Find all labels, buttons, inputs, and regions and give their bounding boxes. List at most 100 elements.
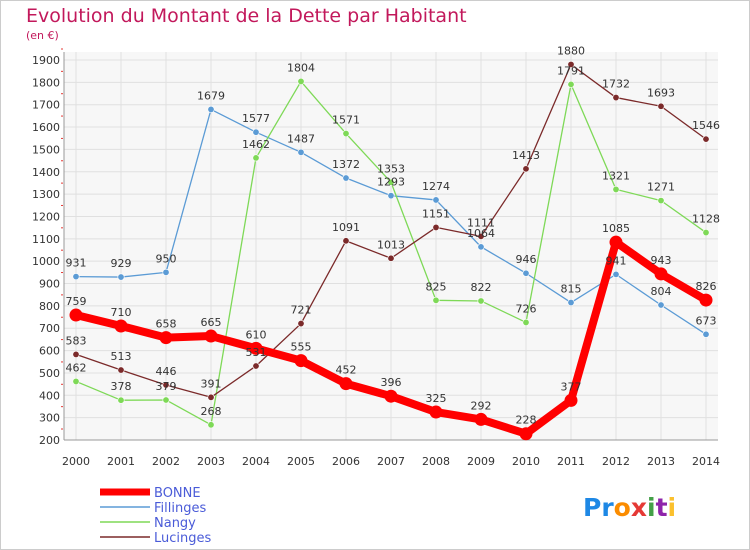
y-tick-label: 600 bbox=[39, 345, 60, 358]
data-label-nangy: 825 bbox=[426, 280, 447, 293]
data-point-lucinges bbox=[702, 135, 710, 143]
data-point-fillinges bbox=[117, 273, 125, 281]
data-point-nangy bbox=[72, 377, 80, 385]
data-label-bonne: 325 bbox=[426, 392, 447, 405]
data-label-lucinges: 1413 bbox=[512, 149, 540, 162]
data-label-nangy: 1791 bbox=[557, 64, 585, 77]
data-label-fillinges: 1274 bbox=[422, 180, 450, 193]
data-label-bonne: 292 bbox=[471, 399, 492, 412]
legend-label-bonne: BONNE bbox=[154, 486, 201, 501]
y-tick-label: 1800 bbox=[32, 76, 60, 89]
data-label-nangy: 379 bbox=[156, 380, 177, 393]
data-label-bonne: 377 bbox=[561, 380, 582, 393]
data-label-lucinges: 1111 bbox=[467, 216, 495, 229]
chart-title: Evolution du Montant de la Dette par Hab… bbox=[26, 5, 467, 27]
legend-label-nangy: Nangy bbox=[154, 516, 196, 531]
data-point-fillinges bbox=[297, 148, 305, 156]
y-tick-label: 1700 bbox=[32, 99, 60, 112]
y-tick-label: 900 bbox=[39, 278, 60, 291]
data-point-lucinges bbox=[432, 223, 440, 231]
data-point-fillinges bbox=[432, 196, 440, 204]
data-label-fillinges: 815 bbox=[561, 283, 582, 296]
data-label-bonne: 610 bbox=[246, 328, 267, 341]
data-point-fillinges bbox=[342, 174, 350, 182]
y-tick-label: 1300 bbox=[32, 188, 60, 201]
data-point-bonne bbox=[249, 341, 263, 355]
data-label-fillinges: 1372 bbox=[332, 158, 360, 171]
data-label-nangy: 1271 bbox=[647, 181, 675, 194]
data-label-fillinges: 673 bbox=[696, 314, 717, 327]
data-label-fillinges: 946 bbox=[516, 253, 537, 266]
data-point-fillinges bbox=[612, 270, 620, 278]
x-tick-label: 2013 bbox=[647, 455, 675, 468]
data-label-nangy: 378 bbox=[111, 380, 132, 393]
x-tick-label: 2004 bbox=[242, 455, 270, 468]
data-point-fillinges bbox=[657, 301, 665, 309]
data-label-nangy: 462 bbox=[66, 361, 87, 374]
data-point-nangy bbox=[612, 185, 620, 193]
data-label-lucinges: 513 bbox=[111, 350, 132, 363]
data-point-bonne bbox=[564, 393, 578, 407]
data-label-lucinges: 1013 bbox=[377, 238, 405, 251]
x-tick-label: 2003 bbox=[197, 455, 225, 468]
data-point-lucinges bbox=[477, 232, 485, 240]
data-point-nangy bbox=[567, 80, 575, 88]
data-point-nangy bbox=[342, 130, 350, 138]
data-point-bonne bbox=[609, 235, 623, 249]
data-point-lucinges bbox=[612, 94, 620, 102]
data-point-fillinges bbox=[387, 192, 395, 200]
data-label-lucinges: 1693 bbox=[647, 86, 675, 99]
data-point-lucinges bbox=[252, 362, 260, 370]
data-point-lucinges bbox=[387, 254, 395, 262]
data-label-bonne: 710 bbox=[111, 306, 132, 319]
data-label-bonne: 665 bbox=[201, 316, 222, 329]
data-point-fillinges bbox=[207, 105, 215, 113]
x-tick-label: 2014 bbox=[692, 455, 720, 468]
data-label-nangy: 726 bbox=[516, 302, 537, 315]
x-tick-label: 2009 bbox=[467, 455, 495, 468]
y-tick-label: 1100 bbox=[32, 233, 60, 246]
data-point-fillinges bbox=[72, 273, 80, 281]
data-point-nangy bbox=[432, 296, 440, 304]
y-tick-label: 700 bbox=[39, 322, 60, 335]
data-label-lucinges: 446 bbox=[156, 365, 177, 378]
data-label-fillinges: 941 bbox=[606, 254, 627, 267]
data-point-nangy bbox=[702, 229, 710, 237]
data-label-nangy: 1321 bbox=[602, 169, 630, 182]
data-label-lucinges: 1151 bbox=[422, 207, 450, 220]
y-tick-label: 1200 bbox=[32, 210, 60, 223]
data-label-fillinges: 950 bbox=[156, 252, 177, 265]
data-label-lucinges: 583 bbox=[66, 334, 87, 347]
data-label-bonne: 943 bbox=[651, 254, 672, 267]
data-point-nangy bbox=[522, 318, 530, 326]
data-point-fillinges bbox=[252, 128, 260, 136]
data-label-lucinges: 1732 bbox=[602, 78, 630, 91]
data-point-nangy bbox=[162, 396, 170, 404]
data-point-bonne bbox=[384, 389, 398, 403]
x-tick-label: 2008 bbox=[422, 455, 450, 468]
x-tick-label: 2005 bbox=[287, 455, 315, 468]
data-label-nangy: 1571 bbox=[332, 114, 360, 127]
x-tick-label: 2001 bbox=[107, 455, 135, 468]
data-label-lucinges: 1091 bbox=[332, 221, 360, 234]
data-point-nangy bbox=[477, 297, 485, 305]
x-tick-label: 2002 bbox=[152, 455, 180, 468]
data-label-lucinges: 1880 bbox=[557, 44, 585, 57]
data-label-lucinges: 531 bbox=[246, 346, 267, 359]
data-point-lucinges bbox=[162, 381, 170, 389]
data-label-nangy: 1353 bbox=[377, 162, 405, 175]
data-label-bonne: 759 bbox=[66, 295, 87, 308]
data-point-bonne bbox=[699, 293, 713, 307]
y-tick-label: 1400 bbox=[32, 166, 60, 179]
data-label-bonne: 826 bbox=[696, 280, 717, 293]
data-point-bonne bbox=[519, 427, 533, 441]
data-point-nangy bbox=[252, 154, 260, 162]
data-label-bonne: 396 bbox=[381, 376, 402, 389]
data-point-lucinges bbox=[297, 320, 305, 328]
data-label-lucinges: 721 bbox=[291, 304, 312, 317]
data-point-bonne bbox=[204, 329, 218, 343]
data-label-fillinges: 1064 bbox=[467, 227, 495, 240]
data-label-nangy: 1462 bbox=[242, 138, 270, 151]
legend-label-lucinges: Lucinges bbox=[154, 531, 212, 546]
